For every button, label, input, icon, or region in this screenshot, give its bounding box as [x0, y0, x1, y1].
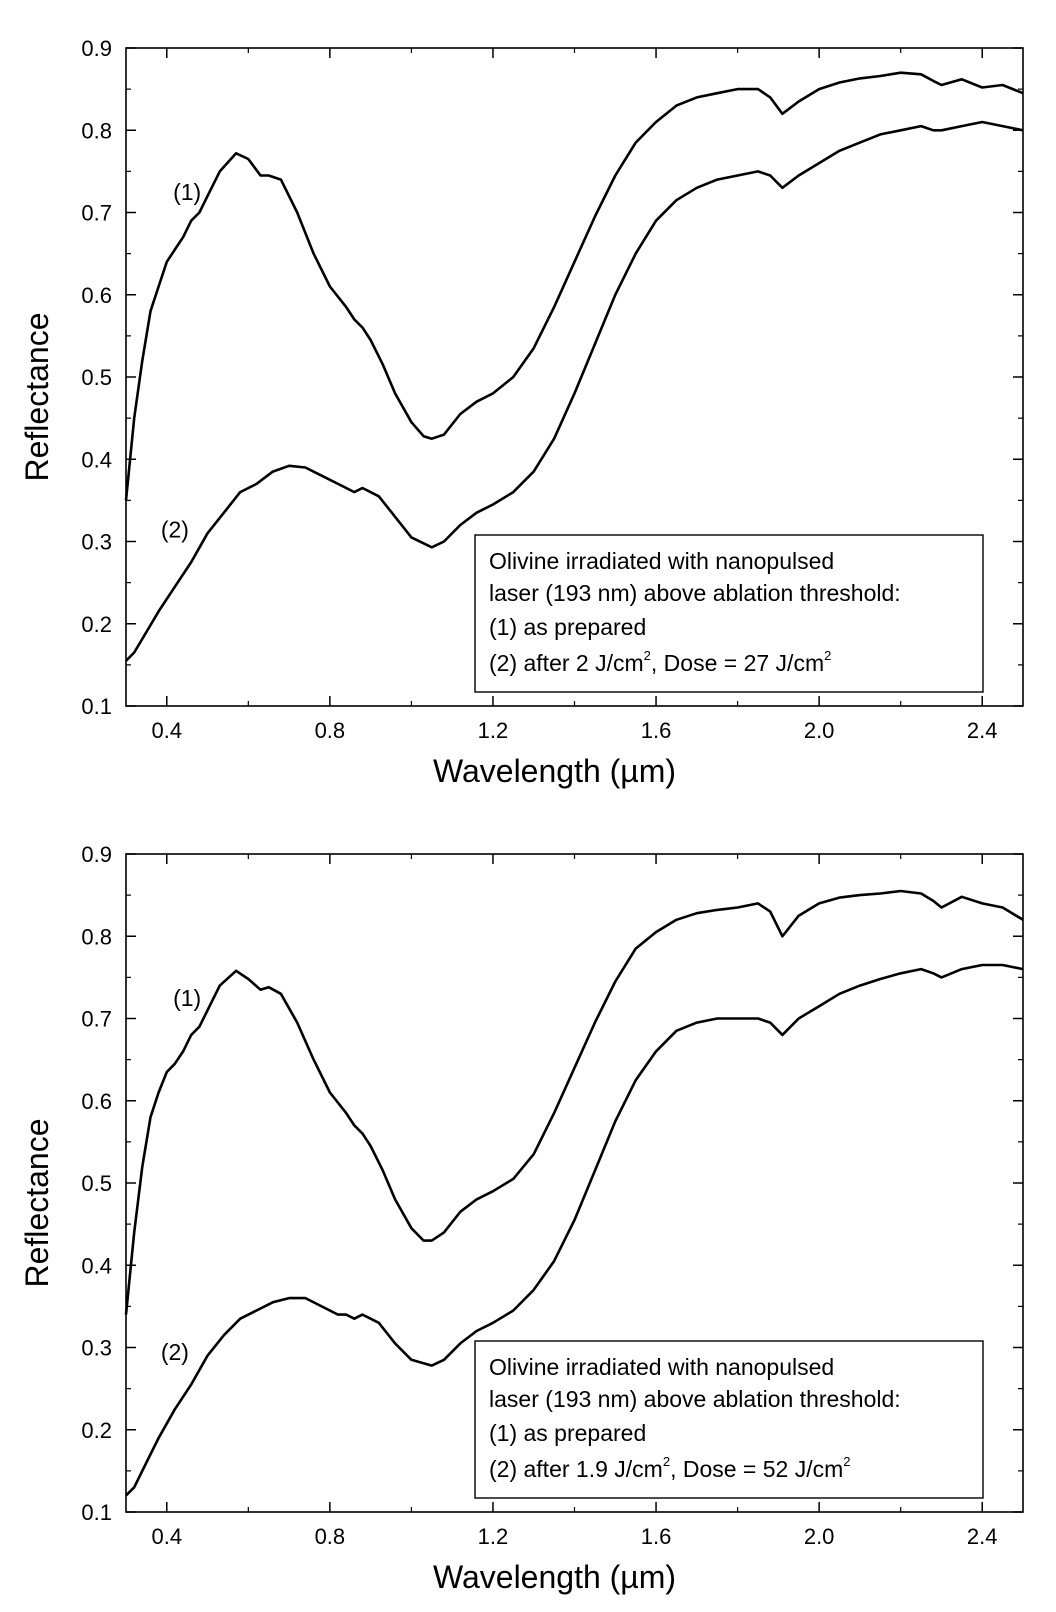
- chart0-xtick-label: 0.8: [315, 718, 346, 743]
- chart1-xtick-label: 1.6: [641, 1524, 672, 1549]
- chart-svg-bottom: 0.1 0.2 0.3 0.4 0.5 0.6 0.7 0.8 0.9 0.4 0.8 1.2 1.6 2…: [19, 842, 1024, 1595]
- chart1-legend-line-4: (2) after 1.9 J/cm2, Dose = 52 J/cm2: [489, 1454, 851, 1482]
- chart0-ytick-label: 0.4: [81, 447, 112, 472]
- chart1-xtick-label: 0.8: [315, 1524, 346, 1549]
- chart0-legend-box: [474, 534, 984, 693]
- chart1-xtick-label: 0.4: [151, 1524, 182, 1549]
- chart1-xtick-label: 2.4: [967, 1524, 998, 1549]
- chart0-series-line-1: [124, 71, 1024, 501]
- chart1-ytick-label: 0.5: [81, 1171, 112, 1196]
- chart0-xtick-label: 1.2: [478, 718, 509, 743]
- chart-svg-top: 0.1 0.2 0.3 0.4 0.5 0.6 0.7 0.8 0.9 0.4 0.8 1.2 1.6 2…: [19, 36, 1024, 789]
- chart1-legend-line-2: laser (193 nm) above ablation threshold:: [489, 1386, 901, 1412]
- chart0-legend-sup-2: 2: [824, 648, 831, 663]
- chart1-ytick-label: 0.9: [81, 842, 112, 867]
- chart0-xtick-label: 1.6: [641, 718, 672, 743]
- chart1-y-axis-title: Reflectance: [19, 1119, 55, 1288]
- chart0-legend-line-4-b: , Dose = 27 J/cm: [651, 650, 824, 676]
- chart0-xtick-label: 2.0: [804, 718, 835, 743]
- chart1-series-line-2: [125, 963, 1024, 1497]
- chart1-ytick-label: 0.4: [81, 1253, 112, 1278]
- chart1-series-line-1: [124, 889, 1024, 1315]
- chart0-series-line-2: [125, 120, 1024, 662]
- chart1-legend-sup-2: 2: [843, 1454, 850, 1469]
- chart0-xtick-label: 2.4: [967, 718, 998, 743]
- chart1-legend-box: [474, 1340, 984, 1499]
- chart1-legend-line-3: (1) as prepared: [489, 1420, 646, 1446]
- chart1-legend-line-1: Olivine irradiated with nanopulsed: [489, 1354, 834, 1380]
- chart1-ytick-label: 0.7: [81, 1007, 112, 1032]
- chart1-ytick-label: 0.8: [81, 924, 112, 949]
- chart1-xtick-label: 2.0: [804, 1524, 835, 1549]
- chart1-legend-line-4-a: (2) after 1.9 J/cm: [489, 1456, 663, 1482]
- chart1-xtick-label: 1.2: [478, 1524, 509, 1549]
- chart1-ytick-label: 0.2: [81, 1418, 112, 1443]
- chart0-x-axis-title: Wavelength (µm): [433, 753, 676, 789]
- reflectance-chart-top: 0.1 0.2 0.3 0.4 0.5 0.6 0.7 0.8 0.9 0.4 0.8 1.2 1.6 2…: [19, 36, 1024, 789]
- chart0-y-axis-title: Reflectance: [19, 313, 55, 482]
- reflectance-chart-bottom: 0.1 0.2 0.3 0.4 0.5 0.6 0.7 0.8 0.9 0.4 0.8 1.2 1.6 2…: [0, 806, 1056, 1612]
- chart0-ytick-label: 0.7: [81, 201, 112, 226]
- chart0-ytick-label: 0.8: [81, 118, 112, 143]
- chart1-legend-sup-1: 2: [663, 1454, 670, 1469]
- chart1-legend-line-4-b: , Dose = 52 J/cm: [670, 1456, 843, 1482]
- chart0-legend-sup-1: 2: [644, 648, 651, 663]
- chart1-series-label-1: (1): [173, 985, 201, 1011]
- chart0-legend-line-4-a: (2) after 2 J/cm: [489, 650, 644, 676]
- chart1-ytick-label: 0.3: [81, 1336, 112, 1361]
- chart0-legend-line-4: (2) after 2 J/cm2, Dose = 27 J/cm2: [489, 648, 831, 676]
- chart0-ytick-label: 0.9: [81, 36, 112, 61]
- chart0-ytick-label: 0.6: [81, 283, 112, 308]
- chart0-ytick-label: 0.2: [81, 612, 112, 637]
- chart0-xtick-label: 0.4: [151, 718, 182, 743]
- chart0-series-label-2: (2): [161, 516, 189, 542]
- chart0-ytick-label: 0.5: [81, 365, 112, 390]
- chart0-legend-line-1: Olivine irradiated with nanopulsed: [489, 548, 834, 574]
- chart1-ytick-label: 0.6: [81, 1089, 112, 1114]
- chart0-ytick-label: 0.1: [81, 694, 112, 719]
- chart1-x-axis-title: Wavelength (µm): [433, 1559, 676, 1595]
- chart0-series-label-1: (1): [173, 179, 201, 205]
- chart0-ytick-label: 0.3: [81, 530, 112, 555]
- chart0-legend-line-2: laser (193 nm) above ablation threshold:: [489, 580, 901, 606]
- chart1-ytick-label: 0.1: [81, 1500, 112, 1525]
- chart0-legend-line-3: (1) as prepared: [489, 614, 646, 640]
- chart1-series-label-2: (2): [161, 1339, 189, 1365]
